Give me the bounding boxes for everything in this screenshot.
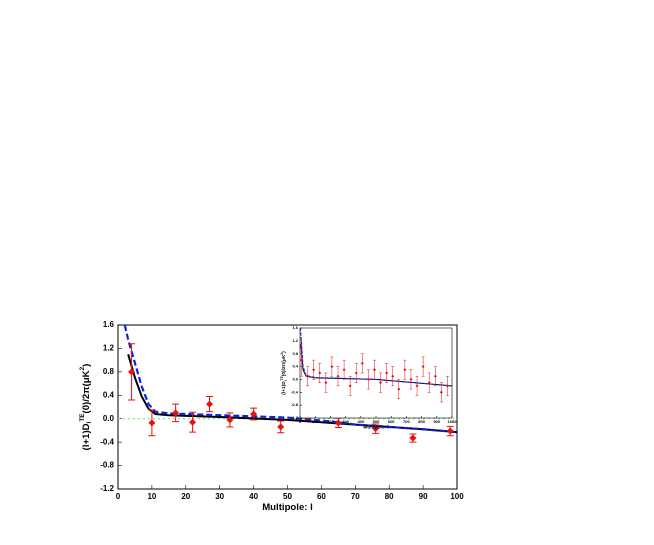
data-point <box>433 374 437 378</box>
data-point <box>421 365 425 369</box>
y-tick-label: -0.8 <box>291 402 299 407</box>
x-tick-label: 90 <box>419 492 428 501</box>
x-tick-label: 800 <box>418 419 425 424</box>
x-axis-label: Multipole: l <box>363 424 388 430</box>
y-axis-label-part: (0)/2π(μK <box>81 370 92 413</box>
x-tick-label: 1000 <box>448 419 458 424</box>
x-tick-label: 700 <box>403 419 410 424</box>
x-tick-label: 80 <box>385 492 394 501</box>
data-point <box>385 371 389 375</box>
data-point <box>172 409 180 417</box>
data-point <box>360 361 364 365</box>
x-tick-label: 50 <box>283 492 292 501</box>
y-axis-label: (l+1)DlTE(0)/2π(μK2) <box>79 364 93 451</box>
data-point <box>318 371 322 375</box>
data-point <box>336 374 340 378</box>
data-point <box>226 416 234 424</box>
y-axis-label-part: TE <box>79 413 86 422</box>
data-point <box>427 381 431 385</box>
y-axis-label-part: ) <box>81 364 92 367</box>
y-tick-label: 1.2 <box>292 338 298 343</box>
model-line <box>123 325 457 434</box>
data-point <box>439 390 443 394</box>
x-tick-label: 0 <box>299 419 302 424</box>
x-tick-label: 600 <box>388 419 395 424</box>
x-tick-label: 40 <box>249 492 258 501</box>
data-point <box>415 384 419 388</box>
y-tick-label: -0.8 <box>100 461 114 470</box>
y-tick-label: 1.6 <box>292 325 298 330</box>
x-tick-label: 200 <box>327 419 334 424</box>
data-point <box>397 387 401 391</box>
y-axis-label-part: 2 <box>280 353 284 355</box>
y-axis-label-part: (l+1)D <box>281 381 287 395</box>
x-tick-label: 20 <box>181 492 190 501</box>
y-axis-label-part: TE <box>280 376 284 380</box>
x-axis-label: Multipole: l <box>262 502 313 513</box>
x-tick-label: 0 <box>116 492 121 501</box>
data-point <box>250 410 258 418</box>
data-point <box>409 377 413 381</box>
y-tick-label: 0.8 <box>103 367 115 376</box>
x-tick-label: 60 <box>317 492 326 501</box>
data-point <box>330 365 334 369</box>
y-axis-label-part: ) <box>281 351 287 353</box>
y-tick-label: -1.2 <box>100 484 114 493</box>
x-tick-label: 900 <box>433 419 440 424</box>
y-tick-label: 0.4 <box>103 390 115 399</box>
y-tick-label: -0.4 <box>100 437 114 446</box>
x-tick-label: 10 <box>147 492 156 501</box>
y-tick-label: 1.6 <box>103 320 115 329</box>
y-tick-label: 1.2 <box>103 344 115 353</box>
data-point <box>446 427 454 435</box>
y-axis-label-part: (l+1)D <box>81 423 92 450</box>
data-point <box>445 384 449 388</box>
data-point <box>372 368 376 372</box>
y-tick-label: 0.0 <box>292 376 298 381</box>
y-tick-label: 0.4 <box>292 364 298 369</box>
data-point <box>409 434 417 442</box>
data-point <box>277 423 285 431</box>
y-tick-label: -1.2 <box>291 415 299 420</box>
data-point <box>403 368 407 372</box>
x-tick-label: 500 <box>373 419 380 424</box>
data-point <box>300 358 304 362</box>
y-axis-label-part: 2 <box>79 366 86 370</box>
data-point <box>206 400 214 408</box>
x-tick-label: 100 <box>312 419 319 424</box>
data-point <box>391 374 395 378</box>
data-point <box>372 425 380 433</box>
data-point <box>312 368 316 372</box>
y-tick-label: 0.8 <box>292 351 298 356</box>
x-tick-label: 300 <box>342 419 349 424</box>
data-point <box>366 377 370 381</box>
y-axis-label-part: (0)/2π(μK <box>281 354 287 376</box>
y-axis-label-part: l <box>284 380 288 381</box>
x-tick-label: 100 <box>450 492 464 501</box>
data-point <box>348 384 352 388</box>
x-tick-label: 70 <box>351 492 360 501</box>
data-point <box>128 368 136 376</box>
y-axis-label-part: l <box>86 421 93 423</box>
data-point <box>334 419 342 427</box>
x-tick-label: 400 <box>357 419 364 424</box>
y-tick-label: -0.4 <box>291 389 299 394</box>
y-tick-label: 0.0 <box>103 414 115 423</box>
data-point <box>379 381 383 385</box>
data-point <box>342 368 346 372</box>
data-point <box>324 381 328 385</box>
data-point <box>189 418 197 426</box>
data-point <box>354 371 358 375</box>
data-point <box>148 419 156 427</box>
y-axis-label: (l+1)DlTE(0)/2π(μK2) <box>280 351 288 395</box>
x-tick-label: 30 <box>215 492 224 501</box>
data-point <box>306 374 310 378</box>
